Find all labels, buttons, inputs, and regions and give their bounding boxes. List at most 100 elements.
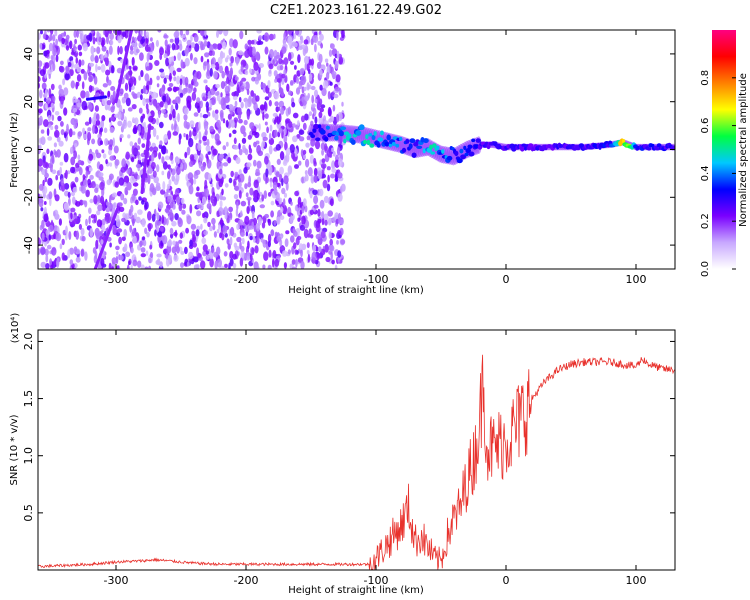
heatmap-cell bbox=[175, 102, 179, 111]
ridge-cell bbox=[429, 144, 433, 150]
heatmap-cell bbox=[232, 253, 237, 260]
heatmap-cell bbox=[256, 30, 262, 34]
heatmap-cell bbox=[118, 206, 125, 212]
heatmap-cell bbox=[202, 135, 208, 142]
heatmap-cell bbox=[167, 130, 172, 140]
heatmap-cell bbox=[207, 173, 212, 182]
heatmap-cell bbox=[109, 126, 115, 134]
heatmap-cell bbox=[130, 264, 133, 269]
heatmap-cell bbox=[229, 236, 233, 246]
heatmap-cell bbox=[53, 210, 56, 217]
heatmap-cell bbox=[216, 210, 220, 218]
heatmap-cell bbox=[283, 262, 287, 269]
heatmap-cell bbox=[203, 217, 208, 224]
heatmap-cell bbox=[268, 63, 274, 70]
heatmap-cell bbox=[193, 153, 198, 160]
heatmap-cell bbox=[76, 30, 79, 38]
heatmap-cell bbox=[150, 161, 156, 170]
heatmap-cell bbox=[99, 140, 103, 145]
heatmap-cell bbox=[206, 105, 209, 113]
heatmap-cell bbox=[103, 127, 108, 134]
heatmap-cell bbox=[139, 240, 143, 248]
heatmap-cell bbox=[241, 237, 245, 245]
heatmap-cell bbox=[73, 218, 79, 225]
heatmap-cell bbox=[68, 231, 72, 240]
heatmap-cell bbox=[291, 259, 296, 265]
ridge-cell bbox=[388, 143, 393, 148]
heatmap-cell bbox=[264, 96, 270, 101]
heatmap-cell bbox=[284, 76, 288, 83]
heatmap-cell bbox=[321, 173, 326, 179]
line-y-multiplier: (x10⁴) bbox=[10, 313, 21, 344]
heatmap-cell bbox=[44, 88, 48, 98]
heatmap-cell bbox=[193, 178, 197, 185]
ridge-cell bbox=[465, 148, 472, 154]
heatmap-cell bbox=[294, 249, 298, 255]
heatmap-cell bbox=[154, 229, 157, 237]
ridge-cell bbox=[446, 155, 453, 161]
heatmap-cell bbox=[297, 217, 301, 222]
heatmap-cell bbox=[109, 39, 114, 46]
heatmap-cell bbox=[283, 175, 289, 185]
heatmap-cell bbox=[159, 140, 163, 146]
heatmap-cell bbox=[101, 200, 106, 208]
heatmap-cell bbox=[57, 34, 63, 42]
heatmap-cell bbox=[306, 62, 310, 72]
heatmap-cell bbox=[285, 147, 291, 156]
heatmap-cell bbox=[314, 116, 318, 124]
heatmap-cell bbox=[209, 67, 213, 77]
heatmap-cell bbox=[42, 33, 47, 40]
heatmap-cell bbox=[238, 96, 242, 103]
heatmap-cell bbox=[159, 68, 165, 73]
heatmap-cell bbox=[129, 224, 133, 233]
heatmap-cell bbox=[179, 43, 183, 51]
heatmap-cell bbox=[132, 182, 139, 187]
heatmap-y-tick-label: 0 bbox=[22, 146, 35, 153]
heatmap-cell bbox=[240, 64, 244, 73]
heatmap-cell bbox=[279, 151, 285, 161]
heatmap-cell bbox=[328, 231, 332, 240]
heatmap-cell bbox=[130, 76, 136, 82]
heatmap-cell bbox=[240, 101, 244, 109]
heatmap-cell bbox=[273, 91, 280, 100]
heatmap-cell bbox=[100, 258, 105, 267]
heatmap-x-tick-label: -300 bbox=[104, 273, 129, 286]
heatmap-cell bbox=[104, 138, 109, 146]
heatmap-cell bbox=[116, 228, 123, 233]
heatmap-cell bbox=[89, 227, 94, 238]
heatmap-cell bbox=[324, 243, 330, 253]
heatmap-cell bbox=[140, 133, 144, 139]
heatmap-cell bbox=[327, 174, 330, 183]
heatmap-cell bbox=[224, 263, 228, 268]
heatmap-cell bbox=[292, 135, 298, 143]
heatmap-cell bbox=[209, 258, 214, 268]
heatmap-y-tick-label: -40 bbox=[22, 236, 35, 254]
heatmap-cell bbox=[159, 47, 164, 56]
heatmap-cell bbox=[108, 202, 114, 209]
heatmap-cell bbox=[41, 232, 45, 241]
heatmap-cell bbox=[148, 257, 152, 264]
ridge-cell bbox=[358, 124, 365, 131]
heatmap-cell bbox=[228, 104, 233, 109]
heatmap-cell bbox=[251, 131, 258, 136]
heatmap-cell bbox=[74, 38, 77, 45]
heatmap-cell bbox=[196, 186, 200, 192]
heatmap-cell bbox=[240, 210, 243, 218]
heatmap-cell bbox=[268, 69, 272, 74]
line-x-axis-label: Height of straight line (km) bbox=[288, 585, 424, 596]
heatmap-cell bbox=[132, 65, 138, 71]
heatmap-cell bbox=[218, 206, 224, 216]
ridge-cell bbox=[408, 143, 413, 149]
heatmap-cell bbox=[313, 174, 318, 183]
heatmap-cell bbox=[301, 215, 306, 225]
heatmap-cell bbox=[131, 145, 135, 155]
heatmap-cell bbox=[243, 131, 247, 137]
heatmap-cell bbox=[246, 110, 250, 120]
heatmap-cell bbox=[216, 258, 222, 268]
heatmap-cell bbox=[165, 149, 169, 154]
ridge-cell bbox=[423, 138, 429, 144]
heatmap-cell bbox=[238, 169, 242, 175]
heatmap-cell bbox=[144, 98, 151, 103]
heatmap-cell bbox=[305, 142, 310, 148]
heatmap-cell bbox=[156, 83, 160, 88]
